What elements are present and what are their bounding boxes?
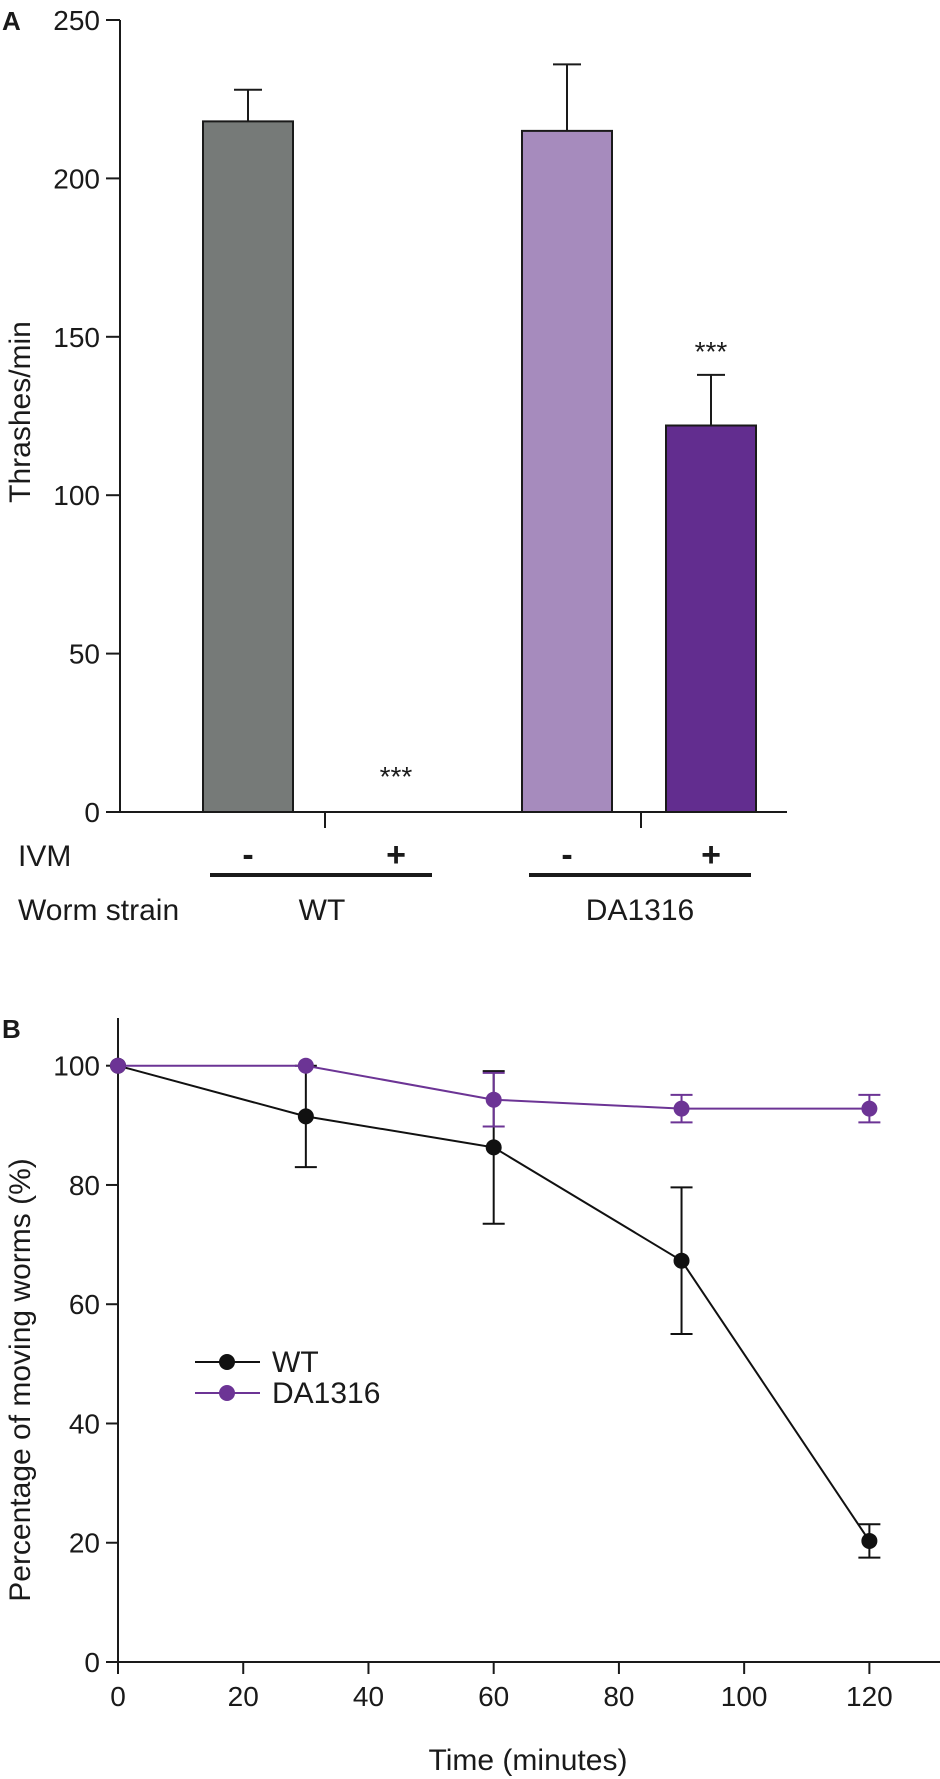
panel-b-y-tick-label: 100 <box>53 1051 100 1082</box>
panel-b-ticks: 0 20 40 60 80 100 0 20 40 60 80 100 120 <box>53 1051 892 1712</box>
panel-b-y-tick-label: 60 <box>69 1289 100 1320</box>
panel-b-y-tick-label: 20 <box>69 1528 100 1559</box>
data-point-da1316 <box>297 1057 314 1074</box>
panel-a-bar-chart: A Thrashes/min 0 50 100 150 200 250 - *** + - ***… <box>2 5 787 927</box>
panel-b-y-tick-label: 0 <box>84 1647 100 1678</box>
bar <box>665 424 757 813</box>
panel-a-label: A <box>2 6 21 36</box>
panel-b-x-tick-label: 100 <box>721 1681 768 1712</box>
panel-a-bars: - *** + - *** + <box>202 63 757 874</box>
significance-annotation: *** <box>380 761 413 792</box>
bar <box>202 120 294 814</box>
panel-b-y-axis-title: Percentage of moving worms (%) <box>4 1158 37 1602</box>
panel-b-x-axis-title: Time (minutes) <box>429 1744 628 1777</box>
da1316-group-label: DA1316 <box>586 894 694 927</box>
panel-b-series <box>110 1057 881 1559</box>
legend-da1316-label: DA1316 <box>272 1377 380 1410</box>
panel-b-y-tick-label: 40 <box>69 1408 100 1439</box>
panel-a-y-tick-label: 250 <box>53 5 100 36</box>
significance-annotation: *** <box>695 336 728 367</box>
panel-b-y-tick-label: 80 <box>69 1170 100 1201</box>
data-point-wt <box>861 1532 878 1549</box>
legend-wt-label: WT <box>272 1346 319 1379</box>
panel-a-y-axis-title: Thrashes/min <box>4 321 37 503</box>
data-point-wt <box>485 1139 502 1156</box>
panel-b-x-tick-label: 120 <box>846 1681 893 1712</box>
panel-a-y-tick-label: 50 <box>69 639 100 670</box>
panel-a-y-tick-label: 150 <box>53 322 100 353</box>
data-point-da1316 <box>110 1057 126 1074</box>
ivm-sign: - <box>242 836 253 874</box>
panel-b-legend: WT DA1316 <box>195 1346 380 1410</box>
legend-wt-marker <box>219 1354 235 1370</box>
panel-b-x-tick-label: 80 <box>603 1681 634 1712</box>
legend-da1316-marker <box>219 1385 235 1401</box>
panel-b-x-tick-label: 0 <box>110 1681 126 1712</box>
panel-b-label: B <box>2 1014 21 1044</box>
panel-a-y-ticks: 0 50 100 150 200 250 <box>53 5 120 828</box>
data-point-da1316 <box>861 1100 878 1117</box>
data-point-wt <box>673 1252 690 1269</box>
panel-b-x-tick-label: 20 <box>228 1681 259 1712</box>
panel-a-y-tick-label: 200 <box>53 163 100 194</box>
data-point-wt <box>297 1108 314 1125</box>
worm-strain-row-label: Worm strain <box>18 894 179 927</box>
ivm-sign: + <box>386 836 406 874</box>
wt-group-label: WT <box>299 894 346 927</box>
bar <box>521 129 613 813</box>
data-point-da1316 <box>673 1100 690 1117</box>
data-point-da1316 <box>485 1091 502 1108</box>
ivm-row-label: IVM <box>18 840 71 873</box>
ivm-sign: + <box>701 836 721 874</box>
panel-b-line-chart: B Percentage of moving worms (%) Time (m… <box>2 1014 940 1777</box>
panel-b-x-tick-label: 40 <box>353 1681 384 1712</box>
panel-b-x-tick-label: 60 <box>478 1681 509 1712</box>
panel-a-y-tick-label: 100 <box>53 480 100 511</box>
ivm-sign: - <box>561 836 572 874</box>
panel-a-y-tick-label: 0 <box>84 797 100 828</box>
